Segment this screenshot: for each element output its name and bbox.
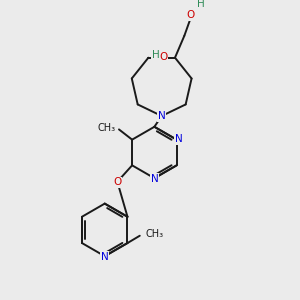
Text: N: N	[101, 252, 109, 262]
Text: H: H	[197, 0, 205, 9]
Text: O: O	[159, 52, 168, 62]
Text: N: N	[175, 134, 183, 144]
Text: O: O	[186, 10, 194, 20]
Text: N: N	[158, 111, 166, 121]
Text: N: N	[151, 174, 158, 184]
Text: CH₃: CH₃	[146, 229, 164, 239]
Text: CH₃: CH₃	[97, 123, 116, 133]
Text: H: H	[152, 50, 160, 60]
Text: O: O	[113, 177, 122, 187]
